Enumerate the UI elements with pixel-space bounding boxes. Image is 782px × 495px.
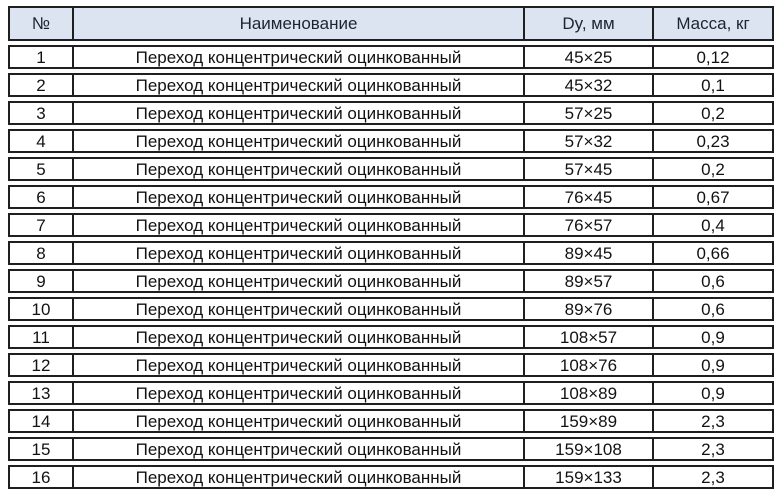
- cell-mass: 0,2: [652, 101, 774, 125]
- cell-name: Переход концентрический оцинкованный: [72, 381, 523, 405]
- table-body: 1 Переход концентрический оцинкованный 45×…: [8, 45, 774, 489]
- cell-mass: 0,12: [652, 45, 774, 69]
- cell-mass: 2,3: [652, 409, 774, 433]
- cell-name: Переход концентрический оцинкованный: [72, 45, 523, 69]
- cell-name: Переход концентрический оцинкованный: [72, 409, 523, 433]
- table-row: 9 Переход концентрический оцинкованный 89×…: [8, 269, 774, 293]
- product-spec-table: № Наименование Dy, мм Масса, кг 1 Переход…: [8, 2, 774, 493]
- cell-num: 3: [8, 101, 72, 125]
- cell-mass: 0,9: [652, 353, 774, 377]
- cell-num: 6: [8, 185, 72, 209]
- cell-name: Переход концентрический оцинкованный: [72, 269, 523, 293]
- cell-mass: 2,3: [652, 437, 774, 461]
- cell-num: 9: [8, 269, 72, 293]
- cell-name: Переход концентрический оцинкованный: [72, 213, 523, 237]
- table-row: 14 Переход концентрический оцинкованный 15…: [8, 409, 774, 433]
- cell-dy: 45×32: [523, 73, 652, 97]
- cell-name: Переход концентрический оцинкованный: [72, 465, 523, 489]
- cell-name: Переход концентрический оцинкованный: [72, 129, 523, 153]
- cell-num: 11: [8, 325, 72, 349]
- cell-dy: 108×76: [523, 353, 652, 377]
- cell-num: 8: [8, 241, 72, 265]
- cell-dy: 89×57: [523, 269, 652, 293]
- cell-dy: 159×89: [523, 409, 652, 433]
- table-row: 7 Переход концентрический оцинкованный 76×…: [8, 213, 774, 237]
- table-row: 11 Переход концентрический оцинкованный 10…: [8, 325, 774, 349]
- cell-num: 4: [8, 129, 72, 153]
- cell-num: 2: [8, 73, 72, 97]
- cell-name: Переход концентрический оцинкованный: [72, 297, 523, 321]
- cell-mass: 0,2: [652, 157, 774, 181]
- cell-name: Переход концентрический оцинкованный: [72, 353, 523, 377]
- table-row: 6 Переход концентрический оцинкованный 76×…: [8, 185, 774, 209]
- cell-name: Переход концентрический оцинкованный: [72, 241, 523, 265]
- cell-dy: 108×57: [523, 325, 652, 349]
- cell-num: 15: [8, 437, 72, 461]
- table-row: 2 Переход концентрический оцинкованный 45×…: [8, 73, 774, 97]
- table-row: 10 Переход концентрический оцинкованный 89…: [8, 297, 774, 321]
- table-header: № Наименование Dy, мм Масса, кг: [8, 6, 774, 41]
- cell-dy: 89×76: [523, 297, 652, 321]
- cell-dy: 159×108: [523, 437, 652, 461]
- cell-name: Переход концентрический оцинкованный: [72, 73, 523, 97]
- cell-dy: 57×32: [523, 129, 652, 153]
- column-header-num: №: [8, 6, 72, 41]
- cell-dy: 76×45: [523, 185, 652, 209]
- cell-num: 14: [8, 409, 72, 433]
- cell-num: 5: [8, 157, 72, 181]
- cell-dy: 108×89: [523, 381, 652, 405]
- table-row: 15 Переход концентрический оцинкованный 15…: [8, 437, 774, 461]
- cell-dy: 76×57: [523, 213, 652, 237]
- cell-mass: 0,4: [652, 213, 774, 237]
- cell-name: Переход концентрический оцинкованный: [72, 101, 523, 125]
- cell-mass: 0,1: [652, 73, 774, 97]
- cell-mass: 0,23: [652, 129, 774, 153]
- cell-num: 10: [8, 297, 72, 321]
- cell-num: 1: [8, 45, 72, 69]
- cell-dy: 45×25: [523, 45, 652, 69]
- table-row: 3 Переход концентрический оцинкованный 57×…: [8, 101, 774, 125]
- table-row: 16 Переход концентрический оцинкованный 15…: [8, 465, 774, 489]
- cell-mass: 0,6: [652, 297, 774, 321]
- cell-num: 13: [8, 381, 72, 405]
- cell-mass: 0,9: [652, 325, 774, 349]
- cell-dy: 57×45: [523, 157, 652, 181]
- cell-mass: 0,67: [652, 185, 774, 209]
- cell-dy: 89×45: [523, 241, 652, 265]
- table-row: 1 Переход концентрический оцинкованный 45×…: [8, 45, 774, 69]
- table-row: 8 Переход концентрический оцинкованный 89×…: [8, 241, 774, 265]
- cell-mass: 0,6: [652, 269, 774, 293]
- cell-mass: 2,3: [652, 465, 774, 489]
- cell-num: 16: [8, 465, 72, 489]
- header-row: № Наименование Dy, мм Масса, кг: [8, 6, 774, 41]
- cell-name: Переход концентрический оцинкованный: [72, 437, 523, 461]
- column-header-dy: Dy, мм: [523, 6, 652, 41]
- cell-num: 12: [8, 353, 72, 377]
- cell-mass: 0,66: [652, 241, 774, 265]
- cell-num: 7: [8, 213, 72, 237]
- table-row: 4 Переход концентрический оцинкованный 57×…: [8, 129, 774, 153]
- cell-mass: 0,9: [652, 381, 774, 405]
- table-row: 13 Переход концентрический оцинкованный 10…: [8, 381, 774, 405]
- cell-name: Переход концентрический оцинкованный: [72, 157, 523, 181]
- table-row: 5 Переход концентрический оцинкованный 57×…: [8, 157, 774, 181]
- cell-dy: 159×133: [523, 465, 652, 489]
- cell-name: Переход концентрический оцинкованный: [72, 325, 523, 349]
- column-header-name: Наименование: [72, 6, 523, 41]
- cell-dy: 57×25: [523, 101, 652, 125]
- table-row: 12 Переход концентрический оцинкованный 10…: [8, 353, 774, 377]
- column-header-mass: Масса, кг: [652, 6, 774, 41]
- cell-name: Переход концентрический оцинкованный: [72, 185, 523, 209]
